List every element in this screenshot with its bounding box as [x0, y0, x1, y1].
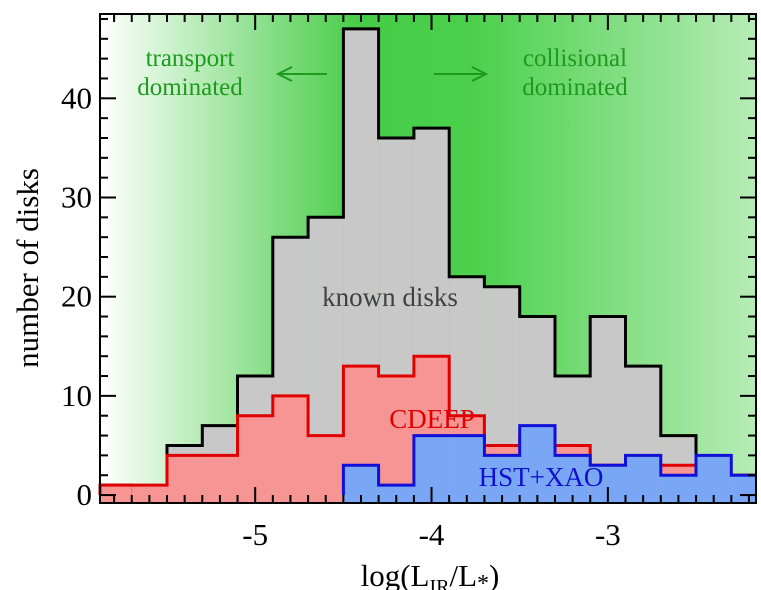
- x-axis-label: log(LIR/L*): [361, 558, 500, 590]
- y-tick-label: 0: [77, 477, 93, 512]
- y-axis-label: number of disks: [10, 168, 45, 368]
- histogram-outline: [341, 424, 756, 496]
- y-tick-label: 20: [61, 279, 92, 314]
- histogram-outline: [98, 27, 756, 497]
- known-disks-label: known disks: [322, 282, 458, 312]
- histogram-bar: [308, 435, 344, 503]
- y-tick-label: 10: [61, 378, 92, 413]
- cdeep-label: CDEEP: [389, 404, 475, 434]
- histogram-bar: [378, 485, 414, 503]
- histogram-bar: [272, 395, 309, 503]
- hst-xao-series: [341, 424, 756, 503]
- histogram-bar: [131, 485, 168, 503]
- histogram-bar: [519, 425, 555, 503]
- axis-ticks: [100, 14, 756, 503]
- plot-frame: [99, 13, 757, 504]
- histogram-bar: [731, 475, 756, 503]
- transport-text-line2: dominated: [137, 74, 243, 101]
- y-tick-label: 40: [61, 80, 92, 115]
- y-tick-label: 30: [61, 179, 92, 214]
- right-arrow-icon: [434, 66, 489, 82]
- transport-text-line1: transport: [146, 45, 235, 72]
- histogram-bar: [449, 435, 485, 503]
- hst-xao-label: HST+XAO: [479, 462, 604, 492]
- x-tick-label: -4: [419, 517, 445, 552]
- tick-labels: -5 -4 -3 0 10 20 30 40: [61, 80, 621, 552]
- x-tick-label: -3: [595, 517, 621, 552]
- x-tick-label: -5: [242, 517, 268, 552]
- left-arrow-icon: [275, 66, 327, 82]
- collisional-text-line2: dominated: [522, 74, 628, 101]
- collisional-text-line1: collisional: [523, 45, 627, 72]
- histogram-bar: [378, 376, 414, 503]
